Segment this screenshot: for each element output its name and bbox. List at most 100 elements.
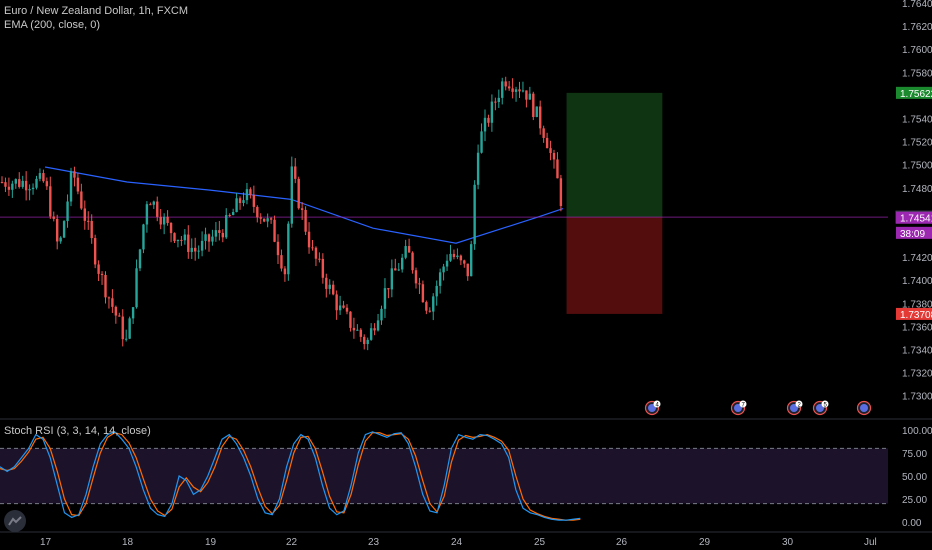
candle-body <box>552 152 556 160</box>
candle-body <box>318 258 321 260</box>
price-tick-label: 1.76200 <box>902 22 932 33</box>
rsi-k-line <box>0 431 581 521</box>
candle-body <box>369 328 373 340</box>
ema-polyline <box>44 166 564 244</box>
candle-body <box>307 231 311 248</box>
candle-body <box>290 166 293 224</box>
candle-body <box>342 305 345 308</box>
event-marker-icon[interactable] <box>856 400 872 416</box>
candle-body <box>473 184 476 245</box>
candle-body <box>159 216 162 225</box>
price-tick-label: 1.74200 <box>902 253 932 264</box>
time-tick-label: 18 <box>122 537 134 548</box>
time-tick-label: 19 <box>205 537 217 548</box>
ema-line <box>44 166 564 244</box>
candle-body <box>76 177 80 192</box>
candle-body <box>383 288 387 309</box>
candle-body <box>559 178 563 206</box>
event-marker-icon[interactable]: 4 <box>644 400 661 416</box>
candle-body <box>228 215 231 217</box>
candle-body <box>242 200 245 204</box>
event-marker-icon[interactable]: 7 <box>730 400 747 416</box>
candle-body <box>152 201 155 205</box>
candle-body <box>300 208 304 210</box>
price-tick-label: 1.74000 <box>902 276 932 287</box>
candle-body <box>335 294 338 311</box>
candle-body <box>338 305 342 311</box>
price-tick-label: 1.73000 <box>902 392 932 403</box>
candle-body <box>221 232 224 238</box>
flag-icon <box>734 404 742 412</box>
candle-body <box>376 320 380 331</box>
candle-body <box>418 283 421 285</box>
price-tick-label: 1.76000 <box>902 45 932 56</box>
candle-body <box>325 277 328 289</box>
candle-body <box>359 329 362 337</box>
price-tick-label: 1.73800 <box>902 299 932 310</box>
candle-body <box>7 186 11 190</box>
candle-body <box>501 81 504 98</box>
event-marker-icon[interactable]: 5 <box>812 400 829 416</box>
time-tick-label: 26 <box>616 537 628 548</box>
candle-body <box>38 173 42 179</box>
candle-body <box>173 233 176 242</box>
candle-body <box>24 180 28 191</box>
event-marker-icon[interactable]: 2 <box>786 400 803 416</box>
price-tick-label: 1.73600 <box>902 322 932 333</box>
candle-body <box>494 101 497 103</box>
candle-body <box>69 171 73 202</box>
candle-body <box>497 97 500 103</box>
candle-body <box>556 159 559 179</box>
candle-body <box>93 238 97 265</box>
ema-legend[interactable]: EMA (200, close, 0) <box>4 19 100 31</box>
candle-body <box>356 329 359 331</box>
candle-body <box>490 101 494 123</box>
candle-body <box>366 339 369 345</box>
tradingview-logo-icon[interactable] <box>4 510 26 532</box>
candle-body <box>514 89 518 92</box>
time-axis[interactable]: 17 18 19 22 23 24 25 26 29 30 Jul <box>0 531 932 548</box>
candle-body <box>73 171 76 178</box>
candle-body <box>380 308 383 321</box>
candle-body <box>28 189 31 191</box>
candle-body <box>273 219 276 242</box>
rsi-title[interactable]: Stoch RSI (3, 3, 14, 14, close) <box>4 425 151 437</box>
candle-body <box>435 285 438 297</box>
price-label-text: 1.73708 <box>900 310 932 321</box>
candle-body <box>263 218 266 222</box>
candle-body <box>269 218 273 220</box>
symbol-title[interactable]: Euro / New Zealand Dollar, 1h, FXCM <box>4 5 189 17</box>
candle-body <box>52 216 55 219</box>
candle-body <box>407 246 411 253</box>
candle-body <box>83 208 86 221</box>
candle-body <box>349 311 352 328</box>
price-labels: 1.756221.745461.7454138:091.73708 <box>895 86 932 321</box>
economic-events[interactable]: 4 7 2 5 <box>644 400 872 416</box>
price-tick-label: 1.76400 <box>902 0 932 10</box>
price-tick-label: 1.75000 <box>902 161 932 172</box>
candle-body <box>256 206 259 218</box>
candle-body <box>425 302 428 311</box>
candle-body <box>532 93 535 117</box>
candle-body <box>56 218 59 242</box>
candle-body <box>135 268 138 308</box>
candle-body <box>304 209 307 232</box>
candle-body <box>180 239 183 241</box>
price-tick-label: 1.73200 <box>902 369 932 380</box>
candle-body <box>332 284 335 295</box>
candle-body <box>200 240 204 251</box>
candle-body <box>121 316 124 340</box>
candle-body <box>238 198 242 204</box>
long-position-tool[interactable] <box>0 92 888 314</box>
candle-body <box>211 236 214 242</box>
stoch-rsi-pane[interactable]: 100.00 75.00 50.00 25.00 0.00 <box>0 426 932 529</box>
candle-body <box>162 216 166 225</box>
candle-body <box>4 182 7 187</box>
price-axis[interactable]: 1.76400 1.76200 1.76000 1.75800 1.75400 1.752… <box>902 0 932 403</box>
candle-body <box>266 218 269 222</box>
candle-body <box>107 297 111 299</box>
candle-body <box>45 181 49 187</box>
rsi-tick-label: 25.00 <box>902 495 927 506</box>
event-count-badge <box>795 400 803 408</box>
